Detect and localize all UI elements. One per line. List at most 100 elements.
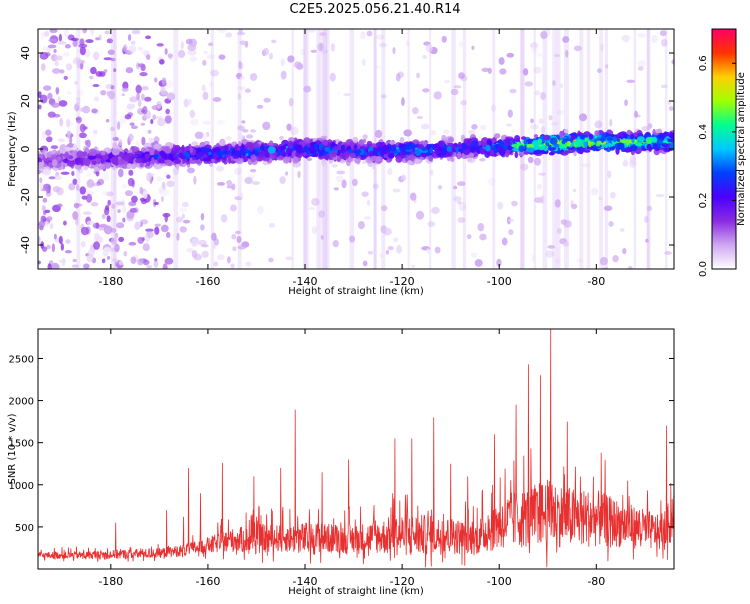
noise-blob bbox=[458, 72, 466, 79]
noise-blob bbox=[183, 98, 189, 108]
spectrogram-xtick-label: -80 bbox=[587, 275, 605, 288]
signal-blob bbox=[336, 157, 342, 162]
noise-blob bbox=[76, 100, 81, 106]
spectrogram-xtick-label: -120 bbox=[390, 275, 415, 288]
noise-blob bbox=[622, 248, 627, 255]
signal-blob bbox=[163, 148, 171, 154]
noise-blob bbox=[487, 67, 492, 74]
noise-blob bbox=[621, 34, 631, 42]
signal-blob bbox=[368, 150, 374, 157]
noise-blob bbox=[81, 195, 88, 200]
noise-blob bbox=[125, 67, 134, 74]
signal-blob bbox=[465, 139, 472, 147]
noise-blob bbox=[431, 206, 440, 215]
signal-blob bbox=[267, 146, 276, 154]
noise-blob bbox=[241, 120, 246, 124]
noise-blob bbox=[166, 80, 174, 89]
noise-blob bbox=[536, 183, 543, 190]
signal-blob bbox=[553, 143, 560, 148]
noise-blob bbox=[53, 175, 63, 180]
noise-blob bbox=[58, 235, 63, 245]
noise-blob bbox=[600, 43, 604, 52]
signal-blob bbox=[139, 162, 144, 168]
signal-blob bbox=[667, 138, 672, 143]
noise-blob bbox=[160, 196, 164, 203]
signal-blob bbox=[134, 157, 143, 164]
noise-blob bbox=[145, 54, 151, 60]
noise-blob bbox=[145, 228, 154, 232]
noise-blob bbox=[65, 63, 73, 71]
signal-blob bbox=[484, 150, 491, 158]
signal-blob bbox=[389, 140, 396, 145]
noise-blob bbox=[456, 181, 466, 187]
noise-blob bbox=[47, 44, 57, 49]
noise-blob bbox=[360, 31, 366, 40]
noise-blob bbox=[308, 29, 316, 33]
noise-blob bbox=[64, 250, 72, 254]
noise-blob bbox=[46, 216, 53, 221]
noise-blob bbox=[250, 129, 257, 133]
noise-blob bbox=[164, 48, 168, 55]
noise-blob bbox=[51, 243, 56, 253]
noise-blob bbox=[453, 85, 462, 89]
noise-blob bbox=[458, 41, 464, 48]
signal-blob bbox=[535, 149, 542, 154]
signal-blob bbox=[173, 158, 182, 165]
noise-blob bbox=[156, 176, 162, 182]
signal-blob bbox=[655, 128, 663, 134]
noise-blob bbox=[52, 185, 61, 193]
noise-blob bbox=[66, 130, 71, 139]
signal-blob bbox=[74, 165, 82, 170]
signal-blob bbox=[433, 143, 440, 147]
noise-blob bbox=[72, 178, 78, 186]
signal-blob bbox=[669, 131, 674, 139]
signal-blob bbox=[148, 147, 156, 155]
noise-blob bbox=[161, 77, 167, 86]
signal-blob bbox=[566, 149, 573, 154]
noise-blob bbox=[86, 220, 95, 226]
noise-blob bbox=[156, 100, 162, 109]
noise-blob bbox=[45, 185, 50, 194]
signal-blob bbox=[543, 134, 551, 141]
noise-blob bbox=[303, 85, 312, 93]
signal-blob bbox=[118, 151, 124, 158]
noise-blob bbox=[40, 63, 46, 71]
noise-blob bbox=[121, 93, 126, 97]
noise-blob bbox=[534, 90, 540, 96]
noise-blob bbox=[468, 129, 476, 136]
noise-blob bbox=[39, 177, 43, 184]
signal-blob bbox=[450, 157, 455, 163]
signal-blob bbox=[247, 149, 252, 157]
noise-blob bbox=[279, 176, 286, 184]
noise-blob bbox=[194, 131, 204, 140]
noise-blob bbox=[47, 92, 53, 100]
signal-blob bbox=[292, 156, 299, 164]
noise-blob bbox=[63, 220, 67, 226]
noise-blob bbox=[38, 91, 42, 99]
signal-blob bbox=[383, 154, 388, 158]
signal-blob bbox=[634, 141, 643, 147]
noise-blob bbox=[117, 209, 121, 214]
noise-blob bbox=[137, 99, 142, 108]
noise-blob bbox=[257, 205, 264, 214]
noise-blob bbox=[263, 97, 271, 103]
noise-blob bbox=[159, 59, 165, 65]
noise-blob bbox=[300, 48, 306, 56]
noise-blob bbox=[599, 256, 608, 266]
snr-ytick-label: 500 bbox=[15, 523, 34, 534]
noise-blob bbox=[471, 45, 475, 51]
noise-blob bbox=[38, 220, 46, 228]
noise-blob bbox=[216, 165, 224, 172]
noise-blob bbox=[166, 174, 171, 179]
signal-blob bbox=[321, 158, 327, 167]
signal-blob bbox=[104, 161, 112, 169]
noise-blob bbox=[612, 254, 619, 263]
signal-blob bbox=[583, 149, 591, 153]
colorbar-label: Normalized spectral amplitude bbox=[736, 72, 747, 226]
noise-blob bbox=[130, 40, 136, 45]
noise-blob bbox=[115, 201, 125, 206]
noise-blob bbox=[645, 238, 649, 243]
noise-blob bbox=[361, 58, 366, 67]
snr-frame bbox=[37, 328, 675, 570]
signal-blob bbox=[202, 157, 210, 162]
